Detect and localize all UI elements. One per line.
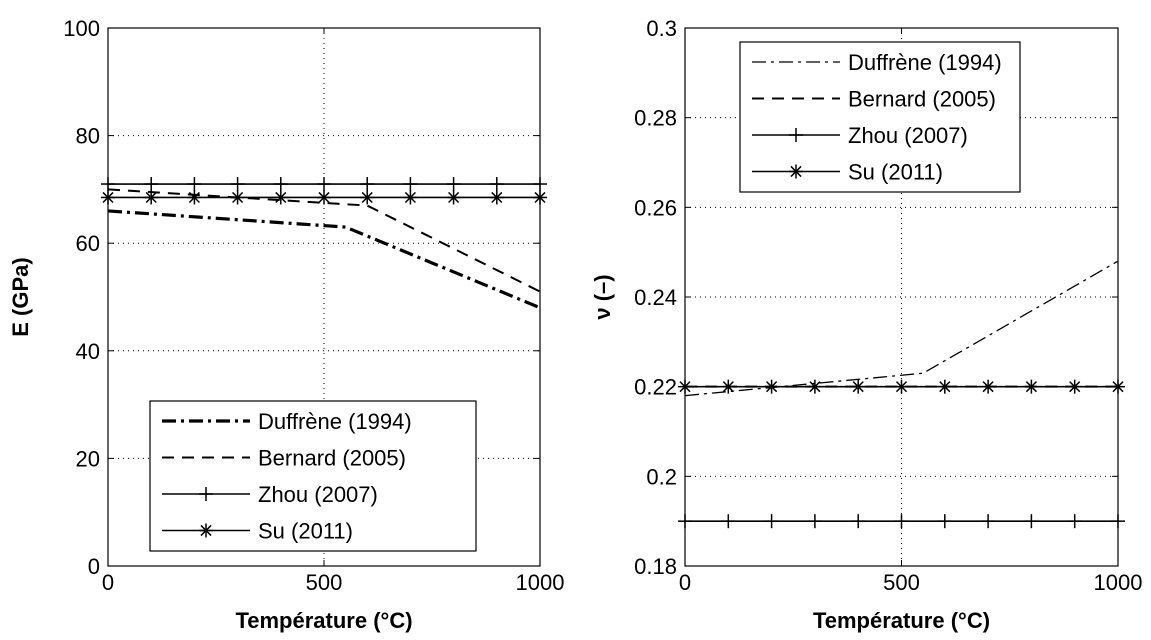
marker-plus xyxy=(144,177,159,192)
x-tick-label: 500 xyxy=(306,570,343,595)
legend-item: Duffrène (1994) xyxy=(752,50,1002,75)
legend-label: Zhou (2007) xyxy=(848,123,968,148)
x-tick-label: 0 xyxy=(102,570,114,595)
legend-item: Bernard (2005) xyxy=(752,87,996,112)
y-tick-label: 0.26 xyxy=(634,195,677,220)
legend-label: Duffrène (1994) xyxy=(258,409,412,434)
legend-box xyxy=(739,41,1021,193)
marker-star xyxy=(273,190,288,205)
marker-star xyxy=(144,190,159,205)
y-tick-label: 0.28 xyxy=(634,106,677,131)
marker-plus xyxy=(894,514,909,529)
series-line xyxy=(684,260,1119,397)
marker-plus xyxy=(789,128,803,142)
legend-item: Zhou (2007) xyxy=(162,482,378,507)
marker-star xyxy=(851,379,866,394)
marker-star xyxy=(764,379,779,394)
marker-star xyxy=(981,379,996,394)
series-4 xyxy=(678,379,1125,394)
marker-plus xyxy=(317,177,331,192)
y-tick-label: 0 xyxy=(88,554,100,579)
y-tick-label: 60 xyxy=(76,231,100,256)
legend: Duffrène (1994) Bernard (2005) Zhou (2007)… xyxy=(739,41,1021,193)
marker-plus xyxy=(807,514,822,529)
y-tick-label: 0.2 xyxy=(646,464,677,489)
x-axis-label: Température (°C) xyxy=(235,608,412,633)
marker-plus xyxy=(764,514,779,529)
series-4 xyxy=(101,190,547,205)
y-tick-label: 0.3 xyxy=(646,16,677,41)
x-axis-label: Température (°C) xyxy=(813,608,990,633)
legend-label: Bernard (2005) xyxy=(848,87,996,112)
marker-plus xyxy=(273,177,288,192)
marker-star xyxy=(360,190,375,205)
marker-plus xyxy=(230,177,245,192)
y-axis-label: E (GPa) xyxy=(8,257,33,336)
marker-plus xyxy=(489,177,504,192)
y-tick-label: 0.24 xyxy=(634,285,677,310)
x-tick-label: 1000 xyxy=(516,570,565,595)
marker-star xyxy=(199,523,213,538)
legend-label: Su (2011) xyxy=(848,160,943,185)
y-tick-label: 0.18 xyxy=(634,554,677,579)
marker-plus xyxy=(199,487,213,501)
legend-item: Zhou (2007) xyxy=(752,123,968,148)
marker-star xyxy=(489,190,504,205)
marker-plus xyxy=(1067,514,1082,529)
series-line xyxy=(107,209,541,310)
legend-item: Bernard (2005) xyxy=(162,446,406,471)
y-tick-label: 80 xyxy=(76,124,100,149)
legend-label: Zhou (2007) xyxy=(258,482,378,507)
series-1 xyxy=(107,209,541,310)
marker-plus xyxy=(851,514,866,529)
marker-star xyxy=(403,190,418,205)
marker-plus xyxy=(446,177,461,192)
series-3 xyxy=(678,514,1125,529)
marker-star xyxy=(807,379,822,394)
marker-plus xyxy=(187,177,202,192)
chart-poisson-ratio: 0 500 1000 0.18 0.2 0.22 0.24 0.26 0.28 0.3 Tempé… xyxy=(590,16,1142,633)
legend-item: Duffrène (1994) xyxy=(162,409,412,434)
y-axis-label: ν (–) xyxy=(590,274,615,319)
marker-star xyxy=(937,379,952,394)
x-tick-label: 0 xyxy=(679,570,691,595)
marker-star xyxy=(230,190,245,205)
y-tick-label: 0.22 xyxy=(634,375,677,400)
marker-plus xyxy=(403,177,418,192)
marker-star xyxy=(721,379,736,394)
marker-star xyxy=(789,164,803,179)
y-tick-label: 20 xyxy=(76,446,100,471)
series-1 xyxy=(684,260,1119,397)
y-tick-label: 100 xyxy=(63,16,100,41)
legend-box xyxy=(149,400,477,552)
marker-star xyxy=(446,190,461,205)
legend-label: Bernard (2005) xyxy=(258,446,406,471)
marker-star xyxy=(1067,379,1082,394)
y-tick-label: 40 xyxy=(76,339,100,364)
marker-star xyxy=(187,190,202,205)
marker-star xyxy=(894,379,909,394)
legend-label: Su (2011) xyxy=(258,519,353,544)
legend-item: Su (2011) xyxy=(162,519,353,544)
legend-label: Duffrène (1994) xyxy=(848,50,1002,75)
legend: Duffrène (1994) Bernard (2005) Zhou (2007)… xyxy=(149,400,477,552)
x-tick-label: 1000 xyxy=(1094,570,1143,595)
marker-plus xyxy=(360,177,375,192)
marker-plus xyxy=(981,514,996,529)
marker-star xyxy=(317,190,331,205)
marker-plus xyxy=(937,514,952,529)
x-tick-label: 500 xyxy=(883,570,920,595)
chart-elastic-modulus: 0 500 1000 0 20 40 60 80 100 Température (°C) E … xyxy=(8,16,564,633)
marker-star xyxy=(1024,379,1039,394)
marker-plus xyxy=(721,514,736,529)
marker-plus xyxy=(1024,514,1039,529)
legend-item: Su (2011) xyxy=(752,160,943,185)
